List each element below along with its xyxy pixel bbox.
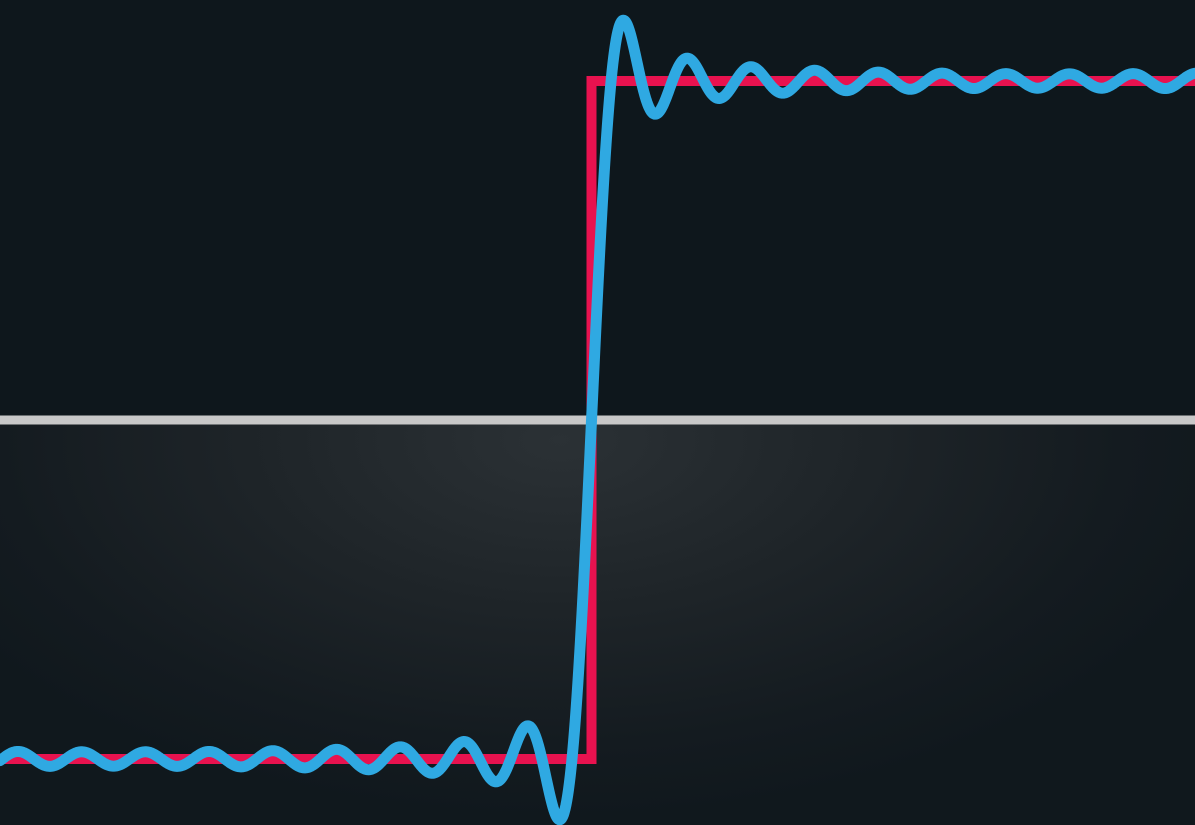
fourier-approximation-line bbox=[0, 14, 1195, 825]
